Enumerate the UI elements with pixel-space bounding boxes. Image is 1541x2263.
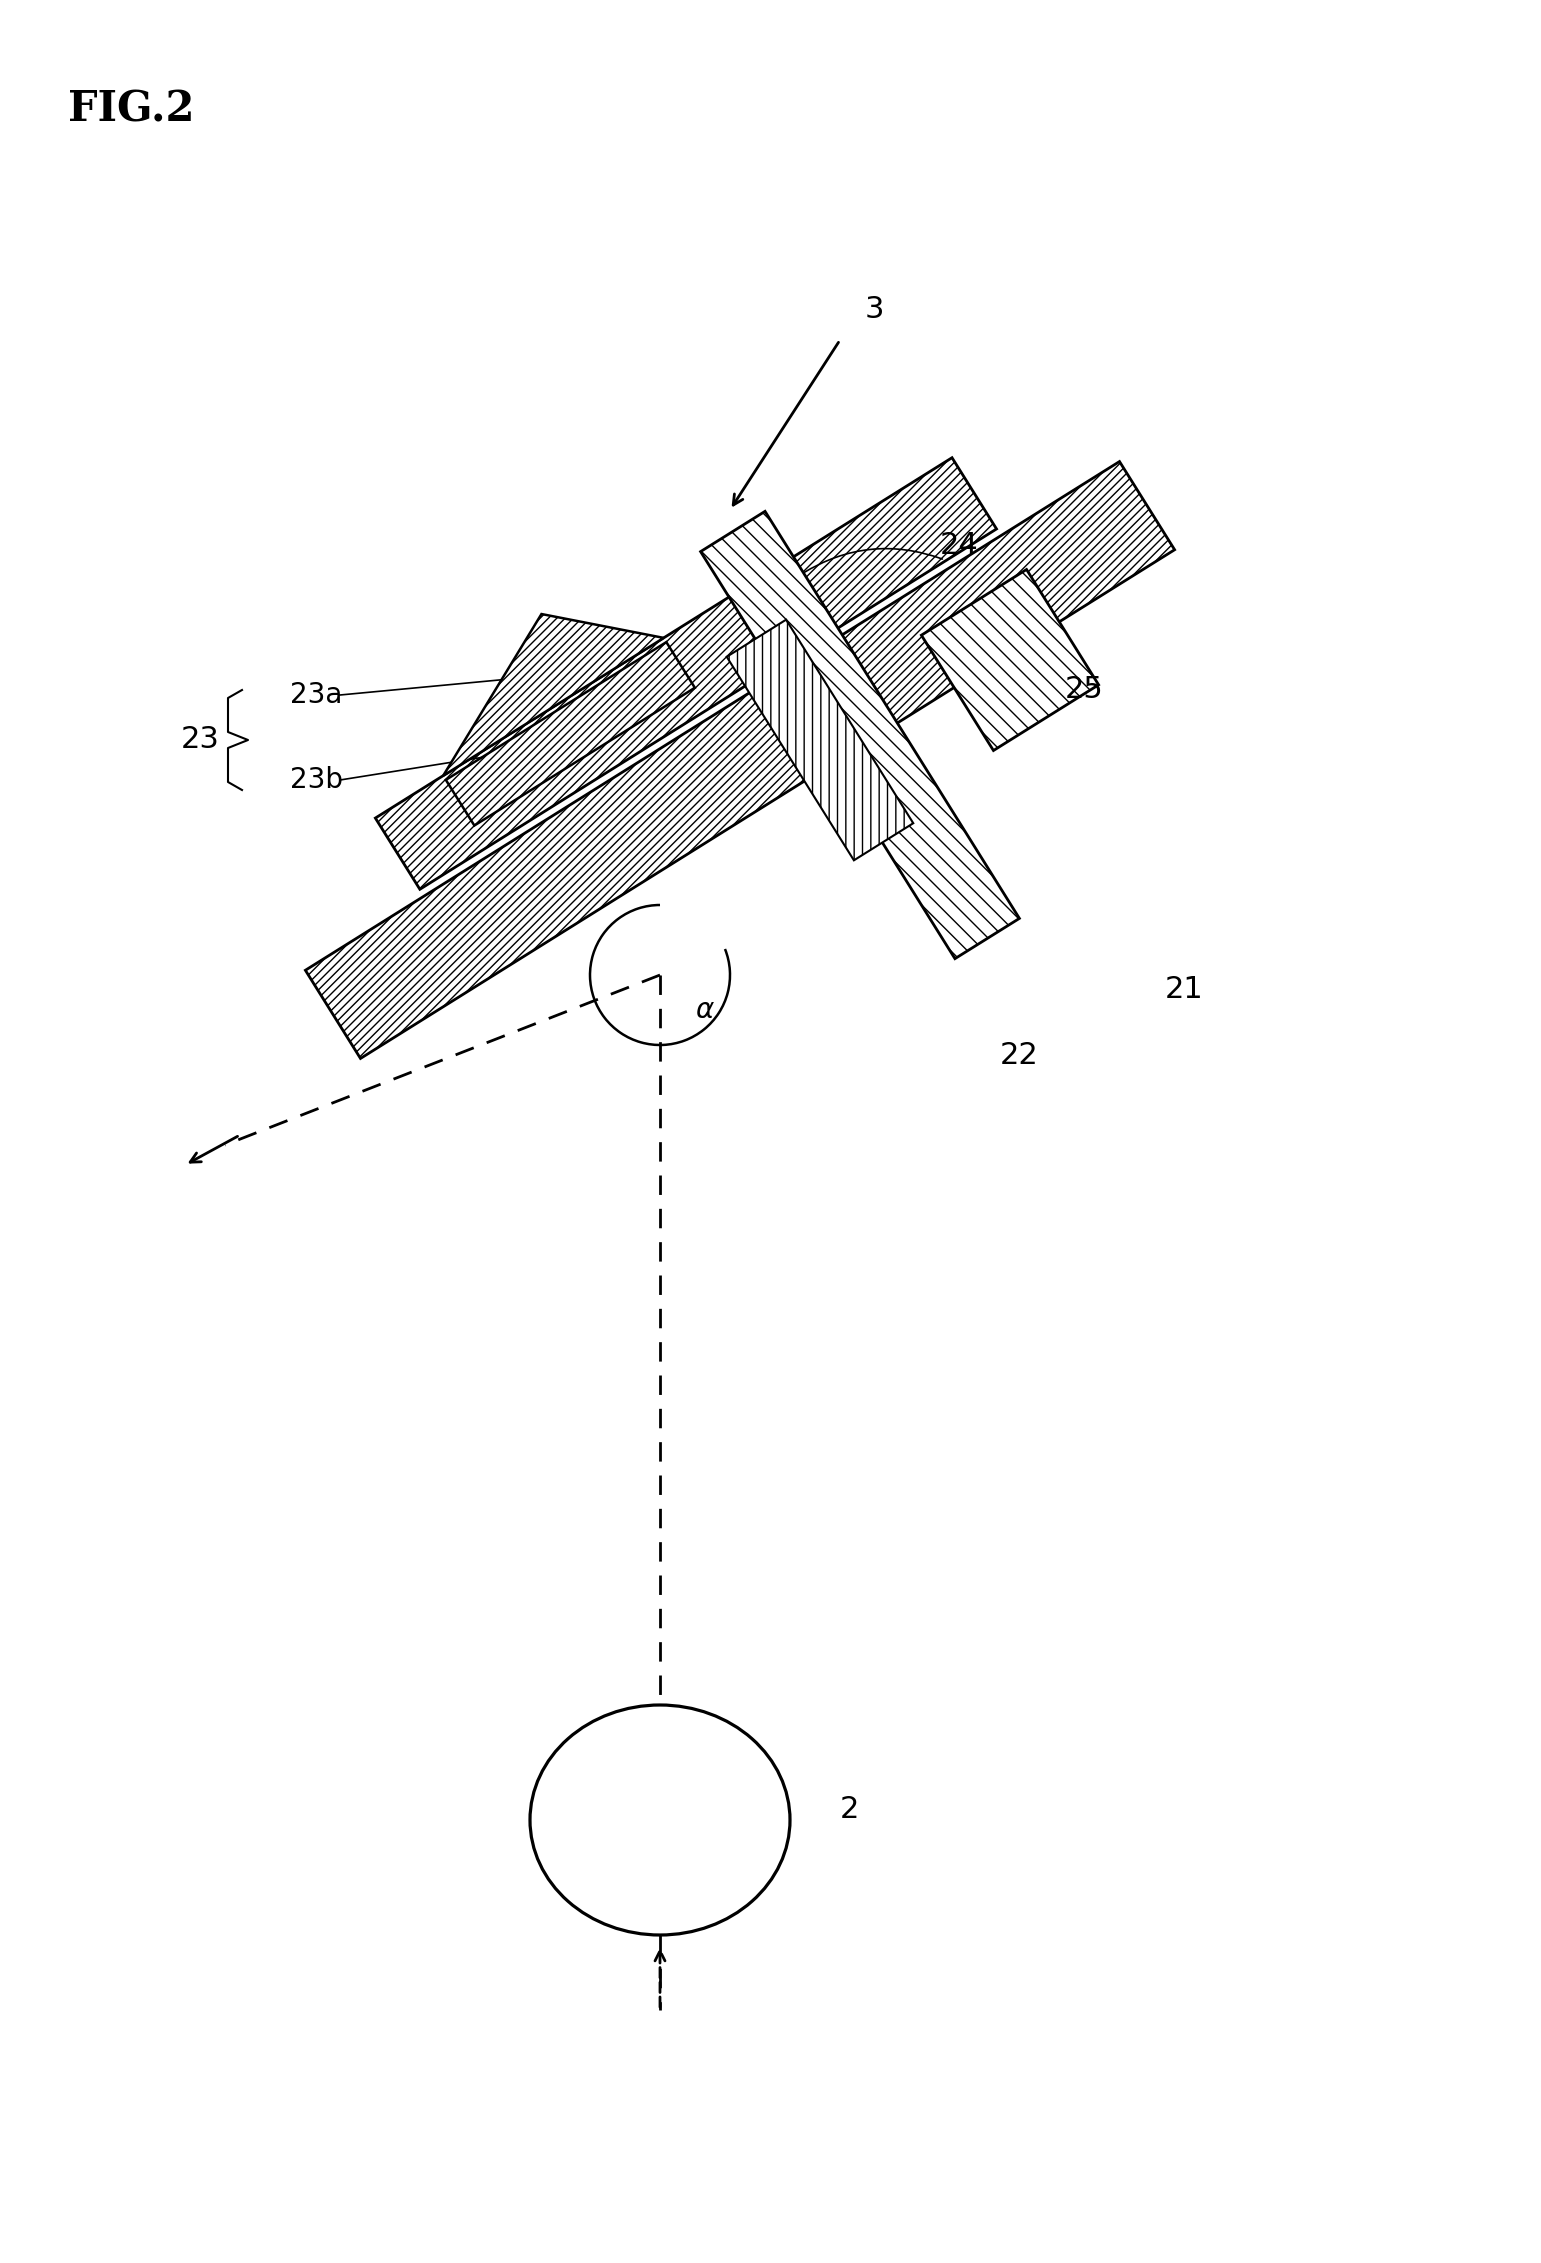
Polygon shape bbox=[701, 511, 1020, 960]
Polygon shape bbox=[727, 620, 914, 860]
Polygon shape bbox=[376, 457, 997, 889]
Text: $\alpha$: $\alpha$ bbox=[695, 996, 715, 1023]
Polygon shape bbox=[444, 613, 664, 776]
Text: 23a: 23a bbox=[290, 681, 342, 708]
Text: 2: 2 bbox=[840, 1795, 860, 1824]
Text: 3: 3 bbox=[865, 296, 885, 324]
Polygon shape bbox=[922, 570, 1099, 751]
Polygon shape bbox=[305, 462, 1174, 1059]
Text: 21: 21 bbox=[1165, 975, 1204, 1005]
Text: 24: 24 bbox=[940, 530, 979, 559]
Text: 22: 22 bbox=[1000, 1041, 1039, 1070]
Polygon shape bbox=[445, 643, 695, 826]
Ellipse shape bbox=[530, 1704, 791, 1935]
Text: FIG.2: FIG.2 bbox=[68, 88, 194, 129]
Text: 23: 23 bbox=[182, 726, 220, 754]
Text: 23b: 23b bbox=[290, 765, 344, 794]
Text: 25: 25 bbox=[1065, 674, 1103, 704]
